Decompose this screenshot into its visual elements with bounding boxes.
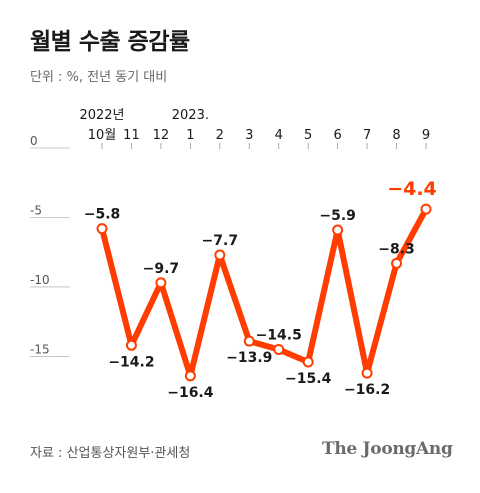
data-point [420,203,432,215]
x-year-label: 2023. [172,108,209,123]
data-label: −14.5 [256,327,302,343]
x-tick-label: 8 [392,128,400,143]
data-point [243,335,255,347]
data-labels: −5.8 −14.2 −9.7 −16.4 −7.7 −13.9 −14.5 −15.4 −5.… [84,178,437,401]
y-tick-label: -5 [30,203,42,217]
x-tick-label: 12 [153,128,170,143]
data-label: −16.4 [167,385,214,401]
data-label: −7.7 [202,233,239,249]
x-tick-label: 10월 [88,128,117,143]
data-label: −8.3 [378,241,415,257]
x-tick-label: 7 [363,128,371,143]
data-label: −5.8 [84,207,121,223]
data-point [125,339,137,351]
data-point [273,343,285,355]
data-points [96,203,432,382]
x-tick-label: 11 [123,128,140,143]
y-tick-label: 0 [30,134,38,148]
x-tick-label: 9 [422,128,430,143]
data-label: −15.4 [285,371,332,387]
data-label: −14.2 [108,354,154,370]
unit-label: 단위 : %, 전년 동기 대비 [30,70,168,85]
brand-logo: The JoongAng [322,439,453,459]
data-point [391,257,403,269]
data-point [155,277,167,289]
data-point [96,223,108,235]
data-label-latest: −4.4 [387,178,437,200]
data-point [184,370,196,382]
x-tick-label: 5 [304,128,312,143]
data-label: −9.7 [143,261,180,277]
data-point [332,224,344,236]
series-line-layer [99,206,429,379]
data-label: −13.9 [226,350,272,366]
y-tick-label: -15 [30,342,50,356]
y-tick-label: -10 [30,273,50,287]
x-tick-label: 6 [333,128,341,143]
x-tick-label: 4 [275,128,283,143]
x-tick-label: 2 [216,128,224,143]
source-note: 자료 : 산업통상자원부·관세청 [30,446,191,461]
data-point [214,249,226,261]
data-label: −16.2 [344,382,390,398]
data-point [361,367,373,379]
chart-title: 월별 수출 증감률 [30,29,190,55]
series-line [99,206,429,379]
x-tick-label: 1 [186,128,194,143]
x-tick-label: 3 [245,128,253,143]
y-axis: 0 -5 -10 -15 [30,134,70,357]
data-label: −5.9 [319,208,356,224]
x-year-label: 2022년 [79,108,124,123]
data-point [302,356,314,368]
